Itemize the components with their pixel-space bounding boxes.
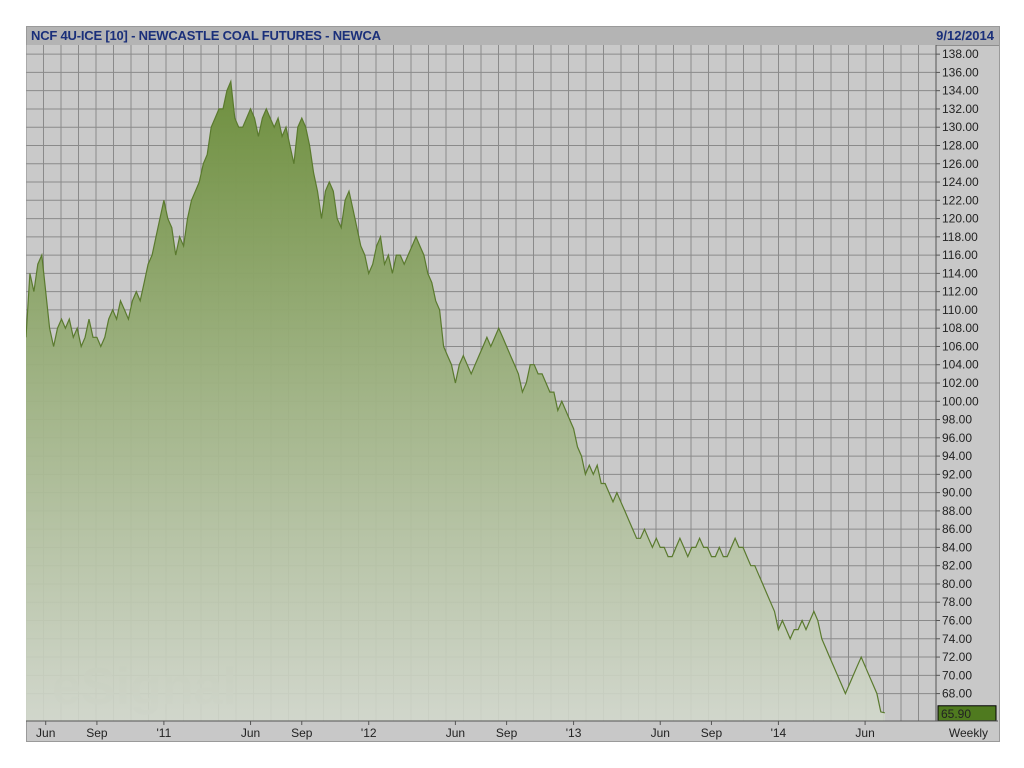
chart-title: NCF 4U-ICE [10] - NEWCASTLE COAL FUTURES… [31, 28, 381, 43]
period-label: Weekly [949, 726, 988, 740]
x-tick-label: Sep [86, 726, 108, 740]
y-tick-label: 90.00 [942, 486, 972, 500]
y-tick-label: 84.00 [942, 540, 972, 554]
y-tick-label: 136.00 [942, 65, 979, 79]
y-tick-label: 70.00 [942, 668, 972, 682]
x-tick-label: Jun [36, 726, 55, 740]
y-tick-label: 112.00 [942, 285, 978, 299]
y-tick-label: 106.00 [942, 339, 979, 353]
x-tick-label: Jun [855, 726, 874, 740]
y-tick-label: 116.00 [942, 248, 978, 262]
y-tick-label: 126.00 [942, 157, 979, 171]
x-tick-label: '13 [566, 726, 582, 740]
price-area [26, 81, 885, 721]
y-tick-label: 68.00 [942, 687, 972, 701]
y-tick-label: 124.00 [942, 175, 979, 189]
x-tick-label: '11 [157, 726, 172, 740]
y-tick-label: 72.00 [942, 650, 972, 664]
y-tick-label: 104.00 [942, 358, 979, 372]
y-tick-label: 130.00 [942, 120, 979, 134]
x-tick-label: Jun [241, 726, 260, 740]
price-chart: eSignal 138.00136.00134.00132.00130.0012… [26, 45, 998, 740]
y-tick-label: 82.00 [942, 559, 972, 573]
x-tick-label: Sep [701, 726, 723, 740]
y-tick-label: 110.00 [942, 303, 978, 317]
y-tick-label: 74.00 [942, 632, 972, 646]
y-tick-label: 134.00 [942, 84, 979, 98]
y-tick-label: 88.00 [942, 504, 972, 518]
y-tick-label: 98.00 [942, 413, 972, 427]
y-tick-label: 92.00 [942, 467, 972, 481]
last-value-label: 65.90 [941, 707, 971, 721]
y-tick-label: 102.00 [942, 376, 979, 390]
x-axis: Jun Sep '11 Jun Sep '12 Jun Sep '13 Jun Sep '14 Jun W… [26, 720, 998, 740]
x-tick-label: '14 [771, 726, 787, 740]
y-tick-label: 94.00 [942, 449, 972, 463]
x-tick-label: Jun [651, 726, 670, 740]
y-tick-label: 78.00 [942, 595, 972, 609]
y-tick-label: 76.00 [942, 614, 972, 628]
y-tick-label: 80.00 [942, 577, 972, 591]
x-tick-label: '12 [361, 726, 377, 740]
y-tick-label: 96.00 [942, 431, 972, 445]
x-tick-label: Sep [496, 726, 518, 740]
y-tick-label: 132.00 [942, 102, 979, 116]
y-tick-label: 122.00 [942, 193, 979, 207]
y-tick-label: 120.00 [942, 212, 979, 226]
y-tick-label: 128.00 [942, 138, 979, 152]
price-line [26, 79, 885, 714]
y-tick-label: 100.00 [942, 394, 979, 408]
x-tick-label: Jun [446, 726, 465, 740]
y-tick-label: 138.00 [942, 47, 979, 61]
y-tick-label: 114.00 [942, 266, 978, 280]
y-tick-label: 118.00 [942, 230, 978, 244]
y-tick-label: 108.00 [942, 321, 979, 335]
y-tick-label: 86.00 [942, 522, 972, 536]
chart-date: 9/12/2014 [936, 28, 994, 43]
y-axis: 138.00 136.00 134.00 132.00 130.00 128.00 126.… [935, 45, 997, 722]
x-tick-label: Sep [291, 726, 313, 740]
